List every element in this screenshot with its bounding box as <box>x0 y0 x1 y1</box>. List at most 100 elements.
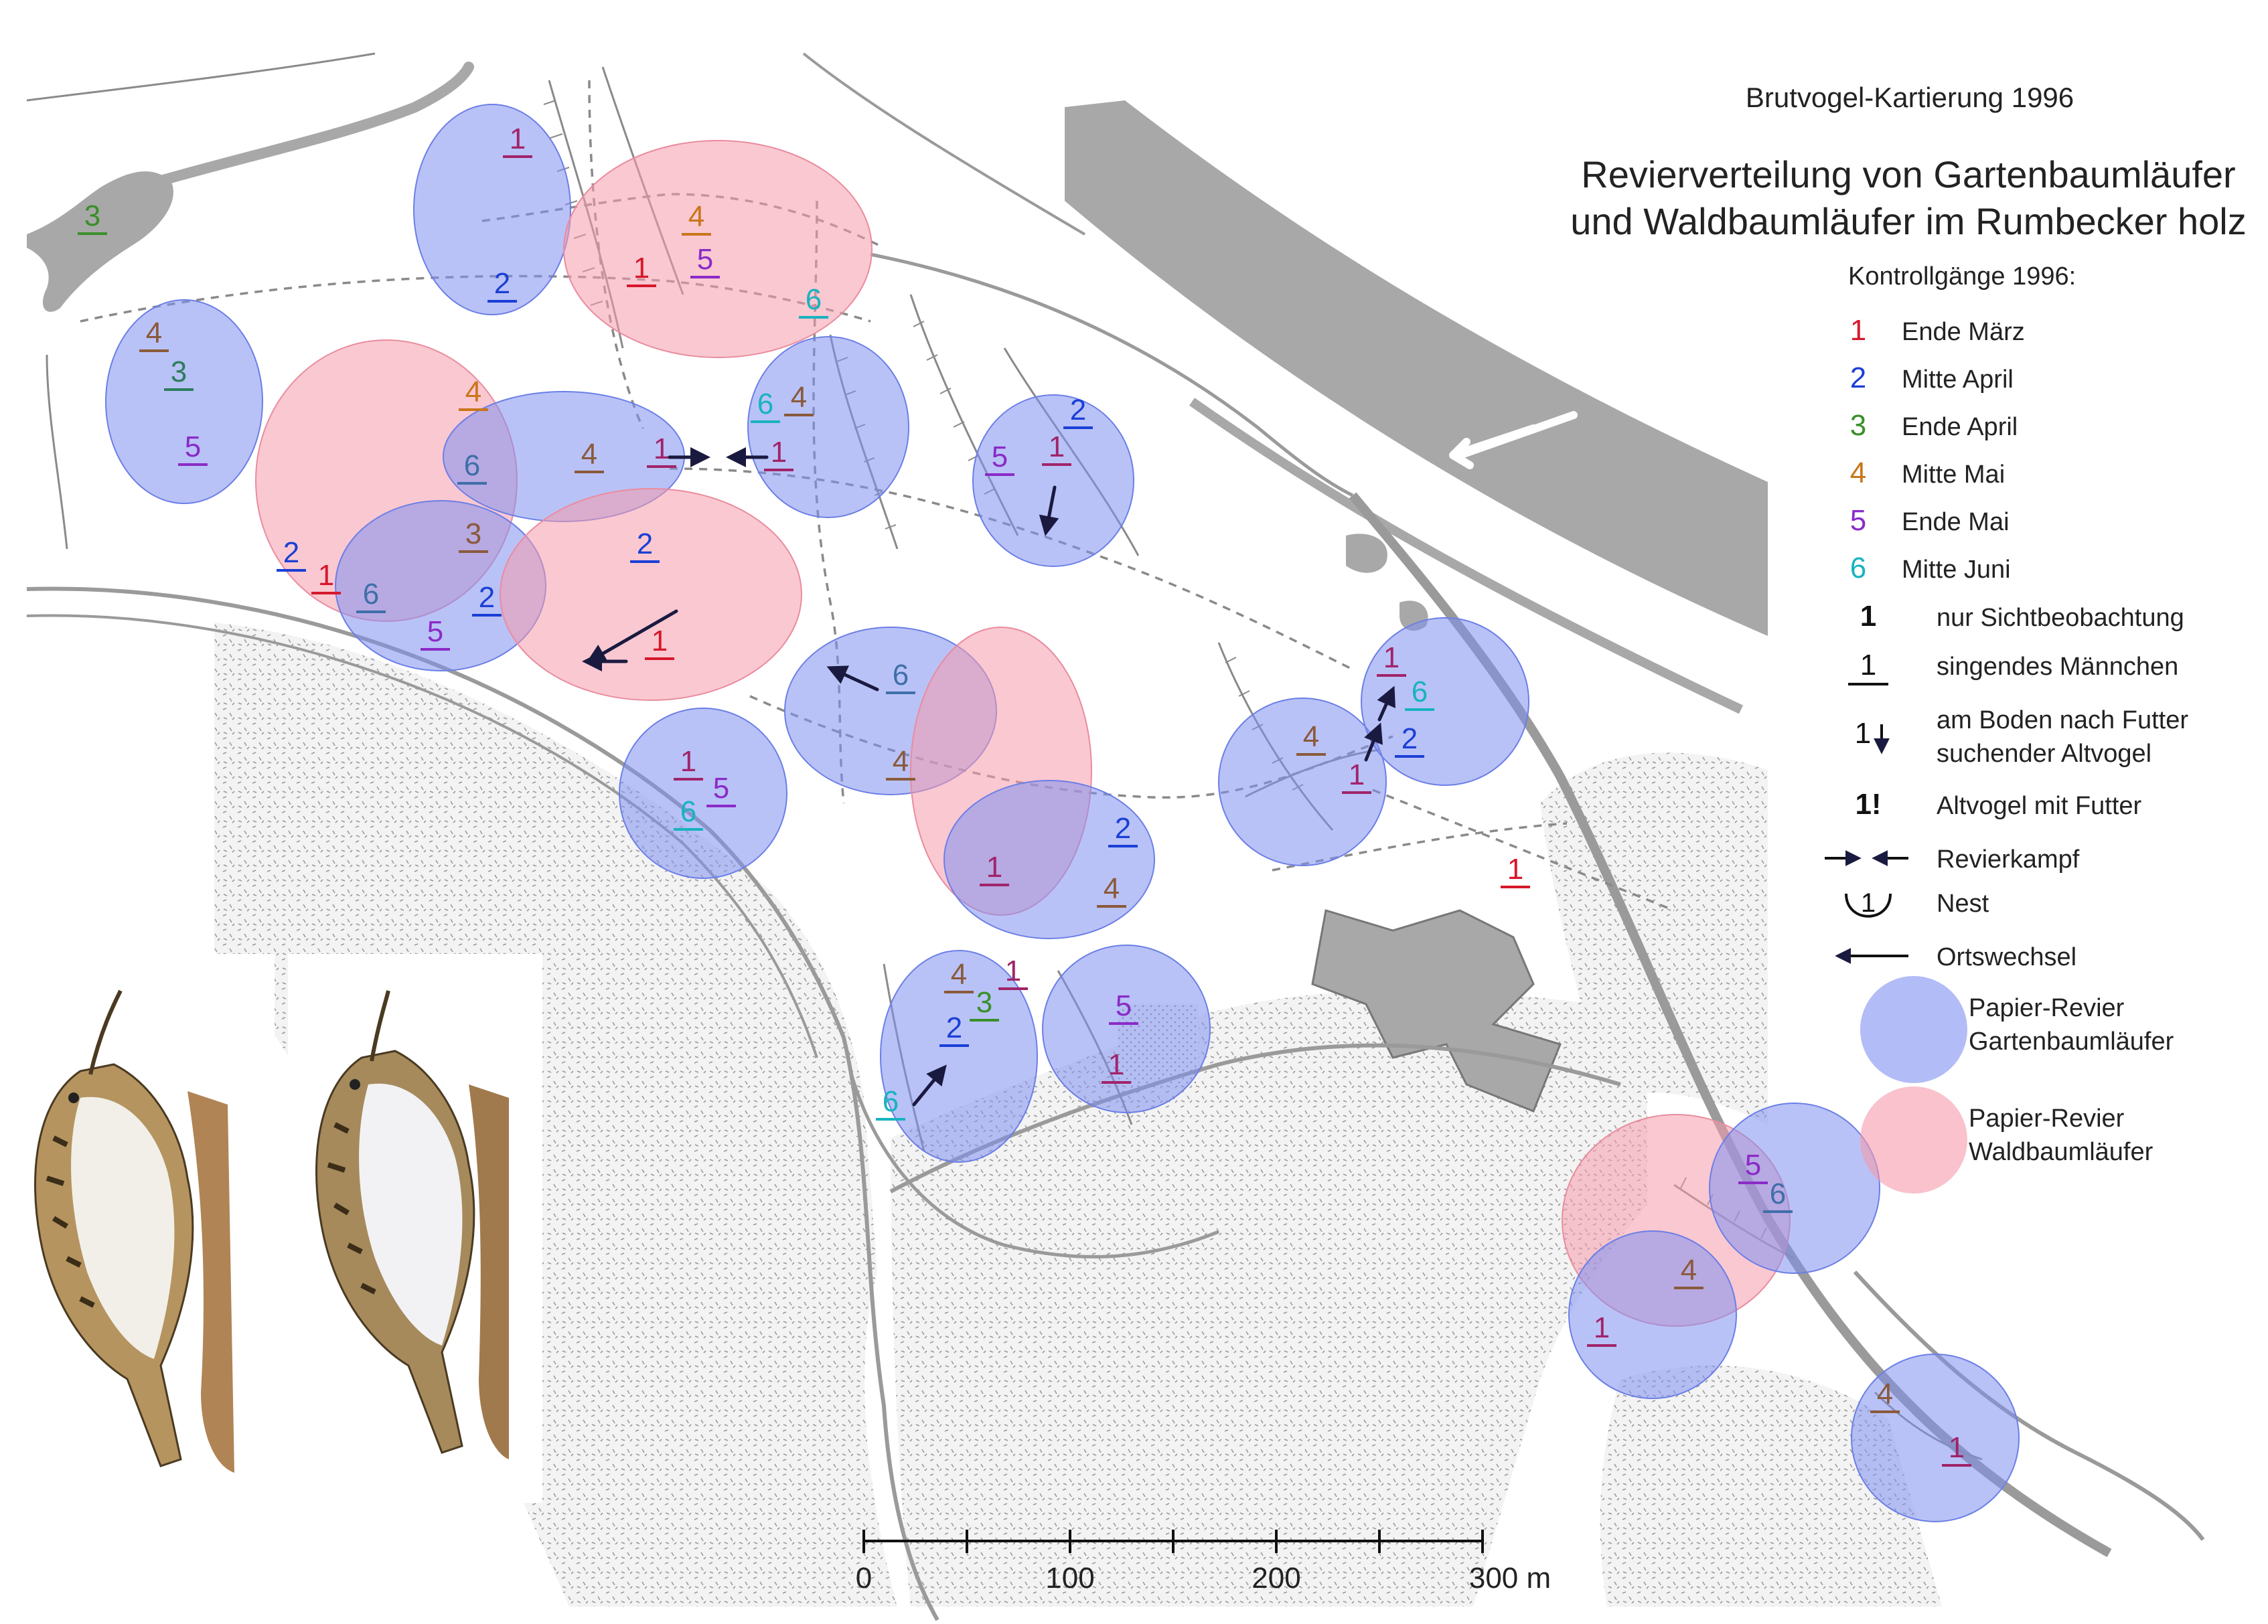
building-complex <box>1311 909 1562 1113</box>
observation-label: 1 <box>1949 1431 1965 1464</box>
scale-label-100: 100 <box>1045 1562 1094 1595</box>
legend-visit-label: Ende März <box>1902 318 2025 346</box>
legend-visit-label: Mitte Juni <box>1902 556 2011 584</box>
ortswechsel-arrow-1 <box>585 609 678 663</box>
legend-visits: 1 Ende März 2 Mitte April 3 Ende April 4 Mitte … <box>1850 314 2025 584</box>
road-north-2 <box>802 52 1086 236</box>
pond-1 <box>1346 534 1387 573</box>
legend-swatch-wald <box>1860 1086 1967 1194</box>
observation-label: 1 <box>986 851 1002 884</box>
territory-gartenbaumlaeufer <box>880 950 1038 1163</box>
observation-label: 1 <box>1108 1048 1124 1081</box>
svg-text:1: 1 <box>1860 600 1876 633</box>
legend-swatch-garten <box>1860 976 1967 1083</box>
observation-label: 1 <box>1349 758 1365 791</box>
observation-label: 1 <box>654 432 670 465</box>
observation-label: 4 <box>465 376 481 408</box>
observation-label: 1 <box>1383 641 1400 674</box>
legend-visit-number: 4 <box>1850 457 1866 489</box>
legend-territory-garten: Papier-Revier Gartenbaumläufer <box>1860 976 2174 1083</box>
stream-northwest <box>155 62 474 186</box>
observation-label: 3 <box>465 517 481 550</box>
territory-gartenbaumlaeufer <box>943 780 1155 939</box>
observation-label: 2 <box>479 581 495 614</box>
road-southwest-2 <box>26 614 818 1058</box>
waldbaumlaeufer-illustration <box>288 954 542 1503</box>
lake-northwest <box>27 171 173 312</box>
observation-label: 2 <box>637 527 653 560</box>
scale-label-200: 200 <box>1252 1562 1300 1595</box>
header: Brutvogel-Kartierung 1996 Revierverteilu… <box>1570 82 2246 242</box>
svg-text:nur Sichtbeobachtung: nur Sichtbeobachtung <box>1937 604 2184 632</box>
observation-label: 5 <box>1745 1149 1761 1182</box>
svg-text:am Boden nach Futter: am Boden nach Futter <box>1937 706 2188 734</box>
territory-waldbaumlaeufer <box>563 140 873 358</box>
territory-gartenbaumlaeufer <box>1042 945 1211 1113</box>
observation-label: 5 <box>185 430 201 463</box>
observation-label: 2 <box>946 1011 962 1044</box>
legend-visit-number: 1 <box>1850 314 1866 347</box>
legend-symbol-singend: 1 singendes Männchen <box>1848 649 2178 685</box>
territory-gartenbaumlaeufer <box>972 394 1134 567</box>
svg-text:Revierkampf: Revierkampf <box>1937 845 2080 874</box>
territory-gartenbaumlaeufer <box>747 336 909 518</box>
svg-text:1: 1 <box>1855 717 1871 750</box>
territories-layer <box>105 104 2020 1522</box>
legend-symbol-ortswechsel: Ortswechsel <box>1835 943 2076 971</box>
observation-label: 1 <box>1507 853 1523 886</box>
observation-label: 1 <box>1049 430 1065 463</box>
subtitle: Brutvogel-Kartierung 1996 <box>1746 82 2074 113</box>
observation-label: 5 <box>713 772 729 805</box>
territory-gartenbaumlaeufer <box>1361 617 1529 786</box>
legend: Kontrollgänge 1996: 1 Ende März 2 Mitte Apr… <box>1825 262 2188 1194</box>
observation-label: 1 <box>652 625 668 657</box>
legend-symbol-nest: 1 Nest <box>1845 888 1989 918</box>
observation-label: 1 <box>633 252 650 285</box>
territory-gartenbaumlaeufer <box>105 299 263 504</box>
observation-label: 2 <box>1070 394 1086 426</box>
observation-label: 2 <box>494 267 510 300</box>
observation-label: 1 <box>680 745 696 778</box>
scale-label-300: 300 m <box>1469 1562 1551 1595</box>
observation-label: 6 <box>363 578 379 611</box>
territory-waldbaumlaeufer <box>500 488 802 701</box>
svg-text:Waldbaumläufer: Waldbaumläufer <box>1969 1138 2153 1166</box>
observation-label: 6 <box>1770 1178 1786 1210</box>
movement-arrows <box>582 447 1395 1107</box>
svg-text:1: 1 <box>1860 649 1876 681</box>
ortswechsel-arrow-3 <box>826 665 879 692</box>
territory-gartenbaumlaeufer <box>1709 1103 1880 1274</box>
observation-label: 1 <box>1005 955 1021 987</box>
scale-bar-labels: 0 100 200 300 m <box>856 1562 1551 1595</box>
territory-gartenbaumlaeufer <box>1568 1230 1737 1399</box>
observation-label: 3 <box>171 355 187 388</box>
svg-text:suchender Altvogel: suchender Altvogel <box>1937 740 2151 768</box>
observation-label: 6 <box>680 795 696 828</box>
svg-text:singendes Männchen: singendes Männchen <box>1937 653 2178 681</box>
road-north <box>870 252 1354 497</box>
observation-label: 6 <box>893 659 909 692</box>
observation-label: 4 <box>581 438 597 471</box>
svg-text:Gartenbaumläufer: Gartenbaumläufer <box>1969 1028 2174 1056</box>
observation-label: 6 <box>806 283 822 316</box>
observation-label: 1 <box>771 436 787 469</box>
observation-label: 6 <box>1412 675 1428 708</box>
territory-gartenbaumlaeufer <box>413 104 571 315</box>
observation-label: 4 <box>688 200 704 233</box>
road-east-2 <box>1853 1270 2205 1541</box>
observation-label: 6 <box>883 1085 899 1118</box>
observation-label: 4 <box>1303 720 1319 753</box>
observation-label: 3 <box>84 199 100 232</box>
territory-gartenbaumlaeufer <box>1851 1354 2020 1522</box>
svg-text:Papier-Revier: Papier-Revier <box>1969 1105 2125 1133</box>
legend-visit-number: 5 <box>1850 504 1866 537</box>
legend-visit-label: Mitte April <box>1902 366 2014 394</box>
svg-text:Ortswechsel: Ortswechsel <box>1937 943 2076 971</box>
observation-label: 4 <box>893 745 909 778</box>
observation-label: 4 <box>1104 872 1120 905</box>
territory-gartenbaumlaeufer <box>1218 698 1387 866</box>
futter-arrow <box>1039 485 1059 536</box>
legend-visit-number: 2 <box>1850 361 1866 394</box>
legend-visit-label: Mitte Mai <box>1902 461 2005 489</box>
